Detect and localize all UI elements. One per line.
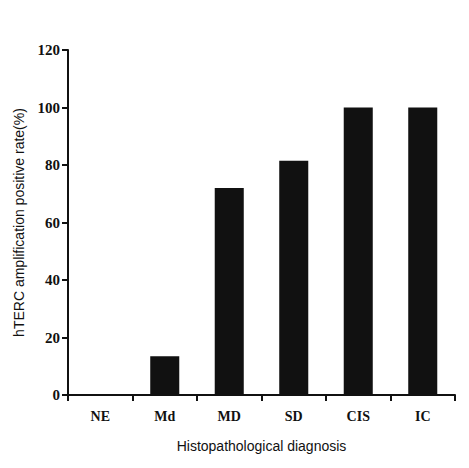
svg-text:CIS: CIS <box>347 409 371 424</box>
svg-text:100: 100 <box>38 100 61 116</box>
svg-text:80: 80 <box>45 157 60 173</box>
svg-text:hTERC amplification positive r: hTERC amplification positive rate(%) <box>11 108 27 337</box>
svg-text:120: 120 <box>38 42 61 58</box>
svg-text:SD: SD <box>285 409 303 424</box>
svg-text:MD: MD <box>218 409 241 424</box>
svg-text:20: 20 <box>45 330 60 346</box>
svg-text:NE: NE <box>91 409 110 424</box>
svg-text:60: 60 <box>45 215 60 231</box>
svg-text:IC: IC <box>415 409 431 424</box>
svg-text:Md: Md <box>154 409 175 424</box>
svg-text:0: 0 <box>53 387 61 403</box>
svg-text:40: 40 <box>45 272 60 288</box>
svg-text:Histopathological diagnosis: Histopathological diagnosis <box>177 438 347 454</box>
